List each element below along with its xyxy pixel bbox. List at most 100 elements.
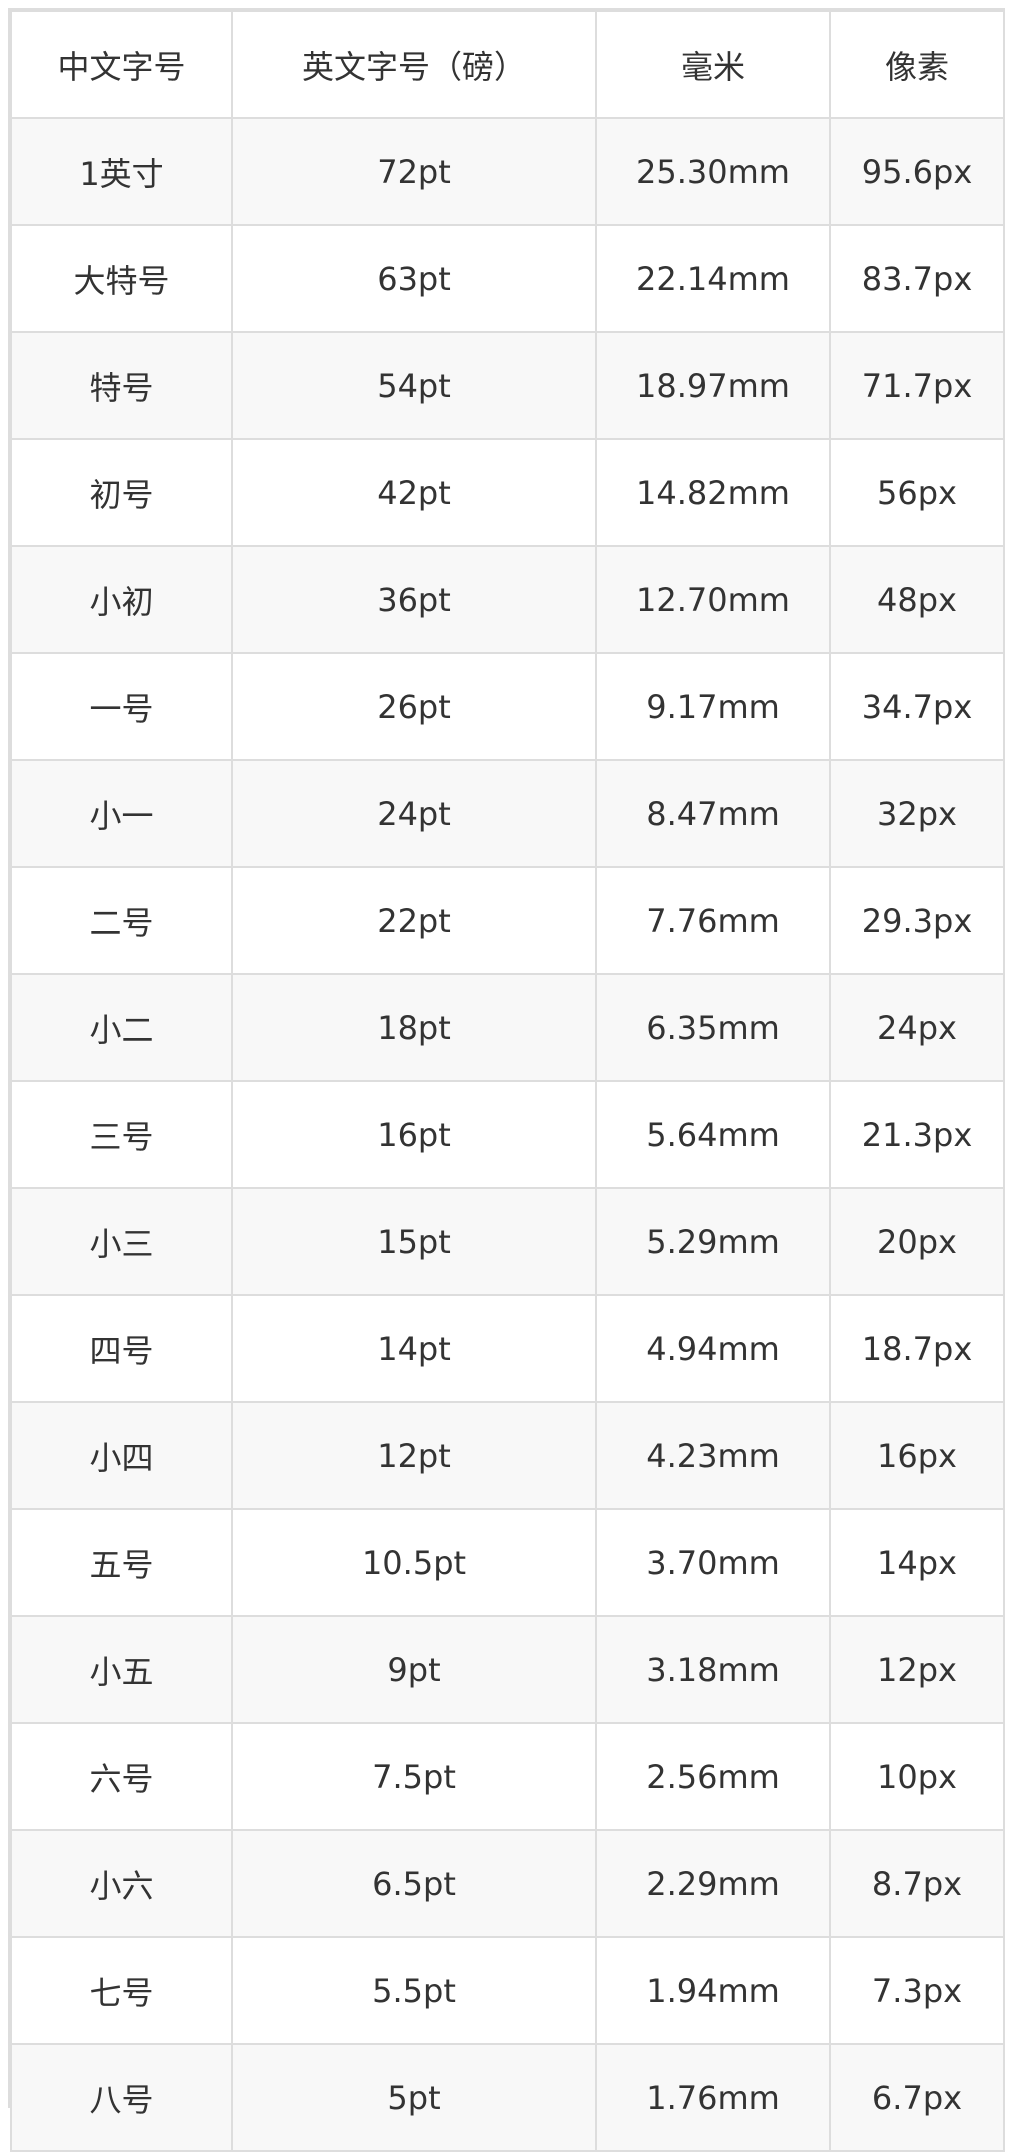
cell-chinese-size: 三号 xyxy=(11,1081,232,1188)
table-row: 小一 24pt 8.47mm 32px xyxy=(11,760,1004,867)
cell-pixels: 8.7px xyxy=(830,1830,1004,1937)
cell-chinese-size: 七号 xyxy=(11,1937,232,2044)
cell-pixels: 95.6px xyxy=(830,118,1004,225)
cell-pixels: 6.7px xyxy=(830,2044,1004,2151)
cell-millimeters: 12.70mm xyxy=(596,546,830,653)
cell-pixels: 21.3px xyxy=(830,1081,1004,1188)
cell-millimeters: 14.82mm xyxy=(596,439,830,546)
cell-chinese-size: 四号 xyxy=(11,1295,232,1402)
cell-pixels: 71.7px xyxy=(830,332,1004,439)
cell-chinese-size: 小六 xyxy=(11,1830,232,1937)
cell-points: 16pt xyxy=(232,1081,596,1188)
table-row: 特号 54pt 18.97mm 71.7px xyxy=(11,332,1004,439)
cell-chinese-size: 六号 xyxy=(11,1723,232,1830)
cell-points: 24pt xyxy=(232,760,596,867)
cell-millimeters: 3.18mm xyxy=(596,1616,830,1723)
cell-chinese-size: 大特号 xyxy=(11,225,232,332)
table-row: 小二 18pt 6.35mm 24px xyxy=(11,974,1004,1081)
cell-millimeters: 8.47mm xyxy=(596,760,830,867)
header-row: 中文字号 英文字号（磅） 毫米 像素 xyxy=(11,11,1004,118)
table-body: 1英寸 72pt 25.30mm 95.6px 大特号 63pt 22.14mm 83.7px… xyxy=(11,118,1004,2151)
table-row: 七号 5.5pt 1.94mm 7.3px xyxy=(11,1937,1004,2044)
cell-millimeters: 18.97mm xyxy=(596,332,830,439)
table-row: 五号 10.5pt 3.70mm 14px xyxy=(11,1509,1004,1616)
cell-millimeters: 7.76mm xyxy=(596,867,830,974)
cell-points: 63pt xyxy=(232,225,596,332)
cell-chinese-size: 1英寸 xyxy=(11,118,232,225)
cell-points: 12pt xyxy=(232,1402,596,1509)
cell-points: 5pt xyxy=(232,2044,596,2151)
cell-millimeters: 6.35mm xyxy=(596,974,830,1081)
cell-points: 15pt xyxy=(232,1188,596,1295)
header-millimeters: 毫米 xyxy=(596,11,830,118)
cell-millimeters: 4.94mm xyxy=(596,1295,830,1402)
cell-pixels: 18.7px xyxy=(830,1295,1004,1402)
cell-points: 42pt xyxy=(232,439,596,546)
cell-chinese-size: 小初 xyxy=(11,546,232,653)
cell-points: 10.5pt xyxy=(232,1509,596,1616)
cell-pixels: 56px xyxy=(830,439,1004,546)
cell-pixels: 24px xyxy=(830,974,1004,1081)
cell-pixels: 32px xyxy=(830,760,1004,867)
table-row: 小初 36pt 12.70mm 48px xyxy=(11,546,1004,653)
cell-points: 7.5pt xyxy=(232,1723,596,1830)
cell-chinese-size: 初号 xyxy=(11,439,232,546)
cell-chinese-size: 小一 xyxy=(11,760,232,867)
header-english-size-points: 英文字号（磅） xyxy=(232,11,596,118)
cell-chinese-size: 二号 xyxy=(11,867,232,974)
cell-pixels: 10px xyxy=(830,1723,1004,1830)
cell-pixels: 29.3px xyxy=(830,867,1004,974)
table-row: 小六 6.5pt 2.29mm 8.7px xyxy=(11,1830,1004,1937)
table-row: 初号 42pt 14.82mm 56px xyxy=(11,439,1004,546)
cell-millimeters: 1.76mm xyxy=(596,2044,830,2151)
cell-pixels: 34.7px xyxy=(830,653,1004,760)
table-header: 中文字号 英文字号（磅） 毫米 像素 xyxy=(11,11,1004,118)
table-row: 小五 9pt 3.18mm 12px xyxy=(11,1616,1004,1723)
cell-pixels: 12px xyxy=(830,1616,1004,1723)
cell-chinese-size: 小五 xyxy=(11,1616,232,1723)
table-row: 小四 12pt 4.23mm 16px xyxy=(11,1402,1004,1509)
cell-pixels: 16px xyxy=(830,1402,1004,1509)
header-chinese-size: 中文字号 xyxy=(11,11,232,118)
table-row: 一号 26pt 9.17mm 34.7px xyxy=(11,653,1004,760)
font-size-table: 中文字号 英文字号（磅） 毫米 像素 1英寸 72pt 25.30mm 95.6px 大… xyxy=(10,10,1005,2152)
cell-pixels: 83.7px xyxy=(830,225,1004,332)
cell-millimeters: 1.94mm xyxy=(596,1937,830,2044)
cell-pixels: 48px xyxy=(830,546,1004,653)
cell-chinese-size: 小四 xyxy=(11,1402,232,1509)
cell-chinese-size: 小三 xyxy=(11,1188,232,1295)
cell-chinese-size: 五号 xyxy=(11,1509,232,1616)
cell-millimeters: 4.23mm xyxy=(596,1402,830,1509)
table-row: 小三 15pt 5.29mm 20px xyxy=(11,1188,1004,1295)
cell-points: 9pt xyxy=(232,1616,596,1723)
cell-chinese-size: 小二 xyxy=(11,974,232,1081)
cell-millimeters: 5.29mm xyxy=(596,1188,830,1295)
cell-chinese-size: 八号 xyxy=(11,2044,232,2151)
cell-points: 5.5pt xyxy=(232,1937,596,2044)
header-pixels: 像素 xyxy=(830,11,1004,118)
cell-points: 72pt xyxy=(232,118,596,225)
cell-millimeters: 22.14mm xyxy=(596,225,830,332)
cell-points: 36pt xyxy=(232,546,596,653)
font-size-table-container: 中文字号 英文字号（磅） 毫米 像素 1英寸 72pt 25.30mm 95.6px 大… xyxy=(8,8,1005,2108)
cell-chinese-size: 特号 xyxy=(11,332,232,439)
table-row: 三号 16pt 5.64mm 21.3px xyxy=(11,1081,1004,1188)
table-row: 八号 5pt 1.76mm 6.7px xyxy=(11,2044,1004,2151)
cell-points: 22pt xyxy=(232,867,596,974)
cell-pixels: 20px xyxy=(830,1188,1004,1295)
cell-millimeters: 5.64mm xyxy=(596,1081,830,1188)
cell-points: 18pt xyxy=(232,974,596,1081)
cell-points: 14pt xyxy=(232,1295,596,1402)
cell-millimeters: 3.70mm xyxy=(596,1509,830,1616)
cell-points: 54pt xyxy=(232,332,596,439)
table-row: 大特号 63pt 22.14mm 83.7px xyxy=(11,225,1004,332)
table-row: 1英寸 72pt 25.30mm 95.6px xyxy=(11,118,1004,225)
table-row: 四号 14pt 4.94mm 18.7px xyxy=(11,1295,1004,1402)
cell-millimeters: 9.17mm xyxy=(596,653,830,760)
cell-millimeters: 2.56mm xyxy=(596,1723,830,1830)
cell-points: 26pt xyxy=(232,653,596,760)
cell-pixels: 7.3px xyxy=(830,1937,1004,2044)
table-row: 六号 7.5pt 2.56mm 10px xyxy=(11,1723,1004,1830)
table-row: 二号 22pt 7.76mm 29.3px xyxy=(11,867,1004,974)
cell-millimeters: 2.29mm xyxy=(596,1830,830,1937)
